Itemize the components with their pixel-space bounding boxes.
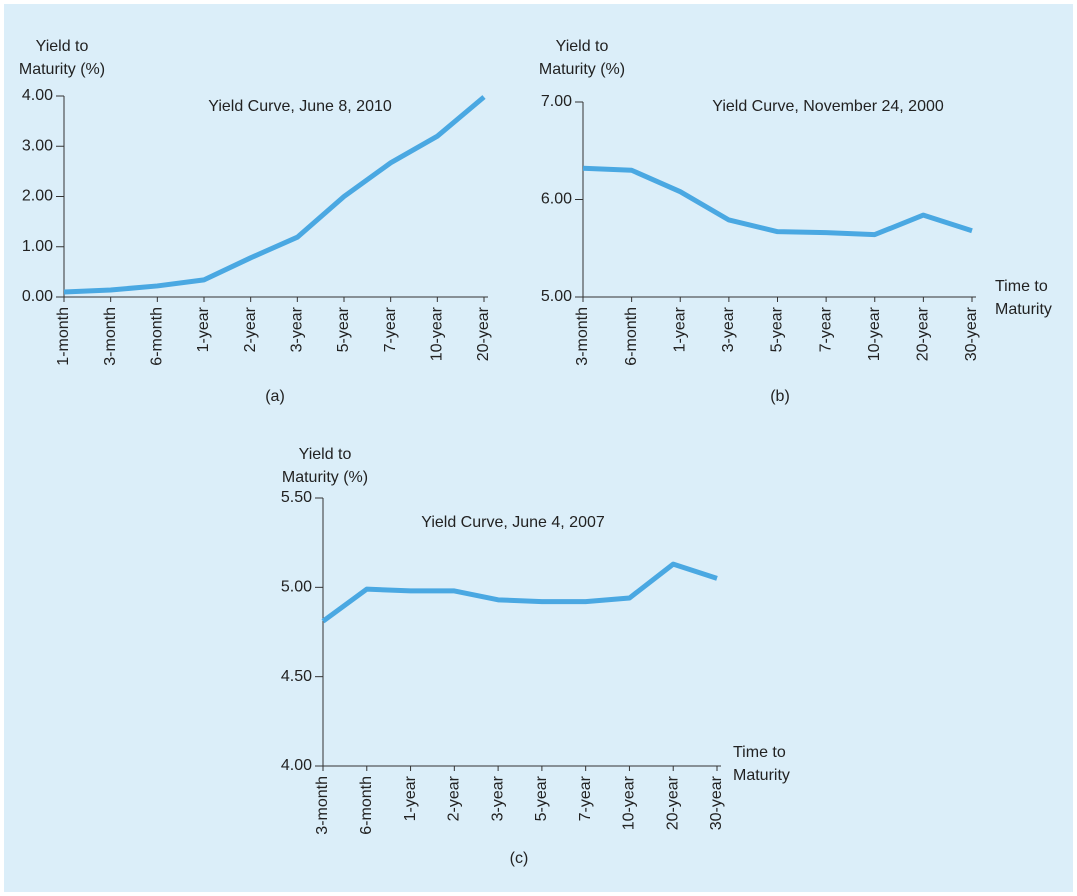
panel-label: (b) <box>770 388 790 405</box>
x-tick-label: 30-year <box>708 775 725 830</box>
x-tick-label: 5-year <box>533 775 550 821</box>
x-tick-label: 10-year <box>621 775 638 830</box>
x-tick-label: 3-year <box>289 306 306 352</box>
y-tick-label: 0.00 <box>22 288 53 305</box>
yield-line <box>582 165 973 238</box>
y-tick-label: 7.00 <box>541 93 572 110</box>
x-tick-label: 3-month <box>102 307 119 366</box>
x-tick-label: 3-month <box>574 307 591 366</box>
yield-line <box>321 561 718 624</box>
x-tick-label: 7-year <box>382 306 399 352</box>
x-tick-label: 20-year <box>664 775 681 830</box>
x-tick-label: 2-year <box>446 775 463 821</box>
x-axis-label: Time to <box>995 278 1048 295</box>
x-tick-label: 6-month <box>358 776 375 835</box>
y-axis-label: Maturity (%) <box>19 61 105 78</box>
x-tick-label: 2-year <box>242 306 259 352</box>
y-axis-label: Maturity (%) <box>539 61 625 78</box>
y-tick-label: 4.50 <box>281 668 312 685</box>
y-tick-label: 5.00 <box>281 579 312 596</box>
y-axis-label: Yield to <box>299 446 352 463</box>
x-tick-label: 1-month <box>55 307 72 366</box>
x-tick-label: 5-year <box>335 306 352 352</box>
yield-line <box>63 95 486 295</box>
x-tick-label: 7-year <box>817 306 834 352</box>
y-tick-label: 5.50 <box>281 489 312 506</box>
y-tick-label: 5.00 <box>541 288 572 305</box>
y-tick-label: 2.00 <box>22 188 53 205</box>
x-tick-label: 6-month <box>149 307 166 366</box>
y-tick-label: 1.00 <box>22 238 53 255</box>
x-tick-label: 10-year <box>866 306 883 361</box>
y-axis-label: Yield to <box>36 38 89 55</box>
x-tick-label: 20-year <box>915 306 932 361</box>
chart-title: Yield Curve, June 8, 2010 <box>208 98 392 115</box>
x-axis-label: Time to <box>733 744 786 761</box>
x-tick-label: 3-month <box>314 776 331 835</box>
y-tick-label: 6.00 <box>541 191 572 208</box>
y-tick-label: 3.00 <box>22 137 53 154</box>
panel-label: (a) <box>265 388 285 405</box>
y-axis-label: Maturity (%) <box>282 469 368 486</box>
x-tick-label: 7-year <box>577 775 594 821</box>
x-tick-label: 1-year <box>671 306 688 352</box>
x-axis-label: Maturity <box>995 301 1052 318</box>
y-tick-label: 4.00 <box>22 87 53 104</box>
x-tick-label: 3-year <box>489 775 506 821</box>
chart-title: Yield Curve, June 4, 2007 <box>421 514 605 531</box>
x-tick-label: 6-month <box>623 307 640 366</box>
x-tick-label: 20-year <box>475 306 492 361</box>
panel-label: (c) <box>510 850 529 867</box>
x-tick-label: 1-year <box>402 775 419 821</box>
x-tick-label: 3-year <box>720 306 737 352</box>
x-tick-label: 10-year <box>429 306 446 361</box>
y-tick-label: 4.00 <box>281 757 312 774</box>
chart-title: Yield Curve, November 24, 2000 <box>712 98 944 115</box>
y-axis-label: Yield to <box>556 38 609 55</box>
x-tick-label: 30-year <box>963 306 980 361</box>
x-tick-label: 5-year <box>769 306 786 352</box>
x-tick-label: 1-year <box>195 306 212 352</box>
x-axis-label: Maturity <box>733 767 790 784</box>
background <box>4 4 1073 892</box>
